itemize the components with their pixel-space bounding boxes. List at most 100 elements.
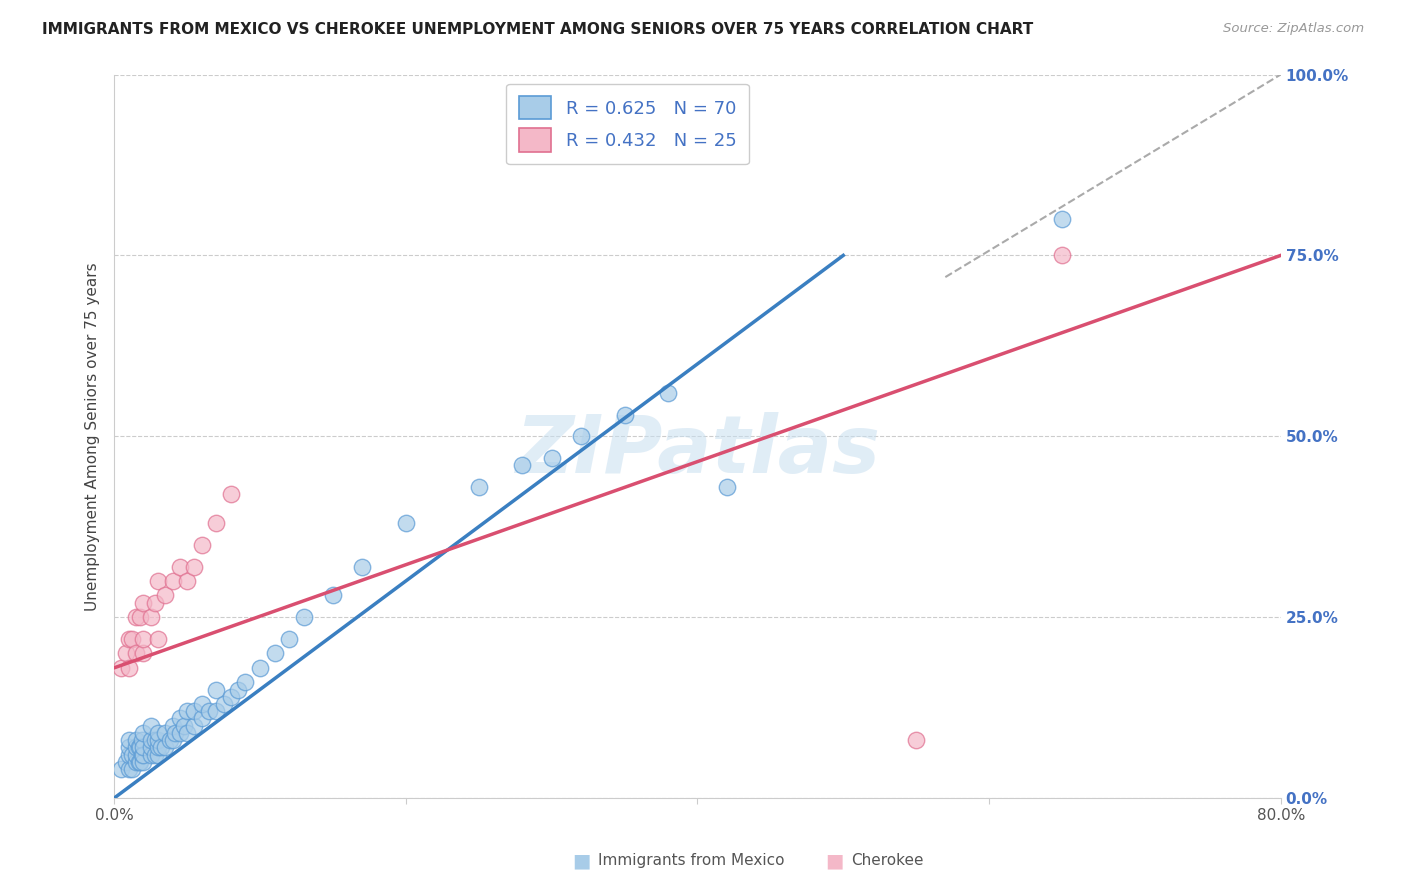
- Point: [176, 726, 198, 740]
- Point: [183, 559, 205, 574]
- Point: [121, 747, 143, 762]
- Point: [129, 740, 152, 755]
- Point: [235, 675, 257, 690]
- Point: [139, 610, 162, 624]
- Point: [143, 596, 166, 610]
- Text: ZIPatlas: ZIPatlas: [515, 412, 880, 490]
- Point: [125, 733, 148, 747]
- Point: [657, 385, 679, 400]
- Point: [173, 719, 195, 733]
- Point: [118, 661, 141, 675]
- Point: [198, 704, 221, 718]
- Point: [132, 747, 155, 762]
- Point: [139, 747, 162, 762]
- Text: Cherokee: Cherokee: [851, 854, 924, 868]
- Point: [139, 733, 162, 747]
- Point: [278, 632, 301, 646]
- Point: [132, 740, 155, 755]
- Point: [146, 574, 169, 588]
- Point: [905, 733, 928, 747]
- Point: [132, 632, 155, 646]
- Point: [125, 646, 148, 660]
- Point: [139, 740, 162, 755]
- Point: [716, 480, 738, 494]
- Point: [115, 755, 138, 769]
- Point: [132, 726, 155, 740]
- Point: [395, 516, 418, 530]
- Point: [162, 574, 184, 588]
- Point: [169, 726, 191, 740]
- Point: [512, 458, 534, 473]
- Point: [352, 559, 374, 574]
- Point: [125, 740, 148, 755]
- Point: [190, 538, 212, 552]
- Point: [121, 762, 143, 776]
- Point: [128, 755, 150, 769]
- Point: [121, 632, 143, 646]
- Point: [110, 661, 132, 675]
- Point: [1050, 212, 1073, 227]
- Point: [155, 740, 177, 755]
- Text: Source: ZipAtlas.com: Source: ZipAtlas.com: [1223, 22, 1364, 36]
- Point: [129, 610, 152, 624]
- Point: [118, 733, 141, 747]
- Y-axis label: Unemployment Among Seniors over 75 years: Unemployment Among Seniors over 75 years: [86, 262, 100, 611]
- Text: ■: ■: [825, 851, 844, 871]
- Point: [569, 429, 592, 443]
- Point: [146, 733, 169, 747]
- Point: [169, 711, 191, 725]
- Point: [139, 719, 162, 733]
- Point: [118, 740, 141, 755]
- Point: [219, 487, 242, 501]
- Point: [162, 719, 184, 733]
- Point: [613, 408, 636, 422]
- Point: [146, 726, 169, 740]
- Point: [143, 733, 166, 747]
- Point: [205, 516, 228, 530]
- Point: [155, 726, 177, 740]
- Point: [169, 559, 191, 574]
- Legend: R = 0.625   N = 70, R = 0.432   N = 25: R = 0.625 N = 70, R = 0.432 N = 25: [506, 84, 749, 164]
- Point: [132, 755, 155, 769]
- Point: [205, 704, 228, 718]
- Point: [146, 740, 169, 755]
- Text: IMMIGRANTS FROM MEXICO VS CHEROKEE UNEMPLOYMENT AMONG SENIORS OVER 75 YEARS CORR: IMMIGRANTS FROM MEXICO VS CHEROKEE UNEMP…: [42, 22, 1033, 37]
- Point: [118, 632, 141, 646]
- Point: [162, 733, 184, 747]
- Point: [219, 690, 242, 704]
- Point: [132, 596, 155, 610]
- Text: ■: ■: [572, 851, 591, 871]
- Point: [249, 661, 271, 675]
- Point: [205, 682, 228, 697]
- Point: [131, 733, 153, 747]
- Point: [540, 450, 562, 465]
- Point: [165, 726, 187, 740]
- Point: [212, 697, 235, 711]
- Point: [159, 733, 181, 747]
- Point: [128, 740, 150, 755]
- Point: [183, 704, 205, 718]
- Point: [125, 755, 148, 769]
- Point: [110, 762, 132, 776]
- Point: [190, 711, 212, 725]
- Point: [131, 747, 153, 762]
- Point: [183, 719, 205, 733]
- Point: [146, 747, 169, 762]
- Point: [292, 610, 315, 624]
- Point: [132, 646, 155, 660]
- Point: [1050, 248, 1073, 262]
- Point: [467, 480, 489, 494]
- Point: [176, 704, 198, 718]
- Point: [190, 697, 212, 711]
- Text: Immigrants from Mexico: Immigrants from Mexico: [598, 854, 785, 868]
- Point: [263, 646, 285, 660]
- Point: [143, 747, 166, 762]
- Point: [118, 747, 141, 762]
- Point: [176, 574, 198, 588]
- Point: [322, 589, 344, 603]
- Point: [149, 740, 172, 755]
- Point: [155, 589, 177, 603]
- Point: [146, 632, 169, 646]
- Point: [125, 747, 148, 762]
- Point: [226, 682, 249, 697]
